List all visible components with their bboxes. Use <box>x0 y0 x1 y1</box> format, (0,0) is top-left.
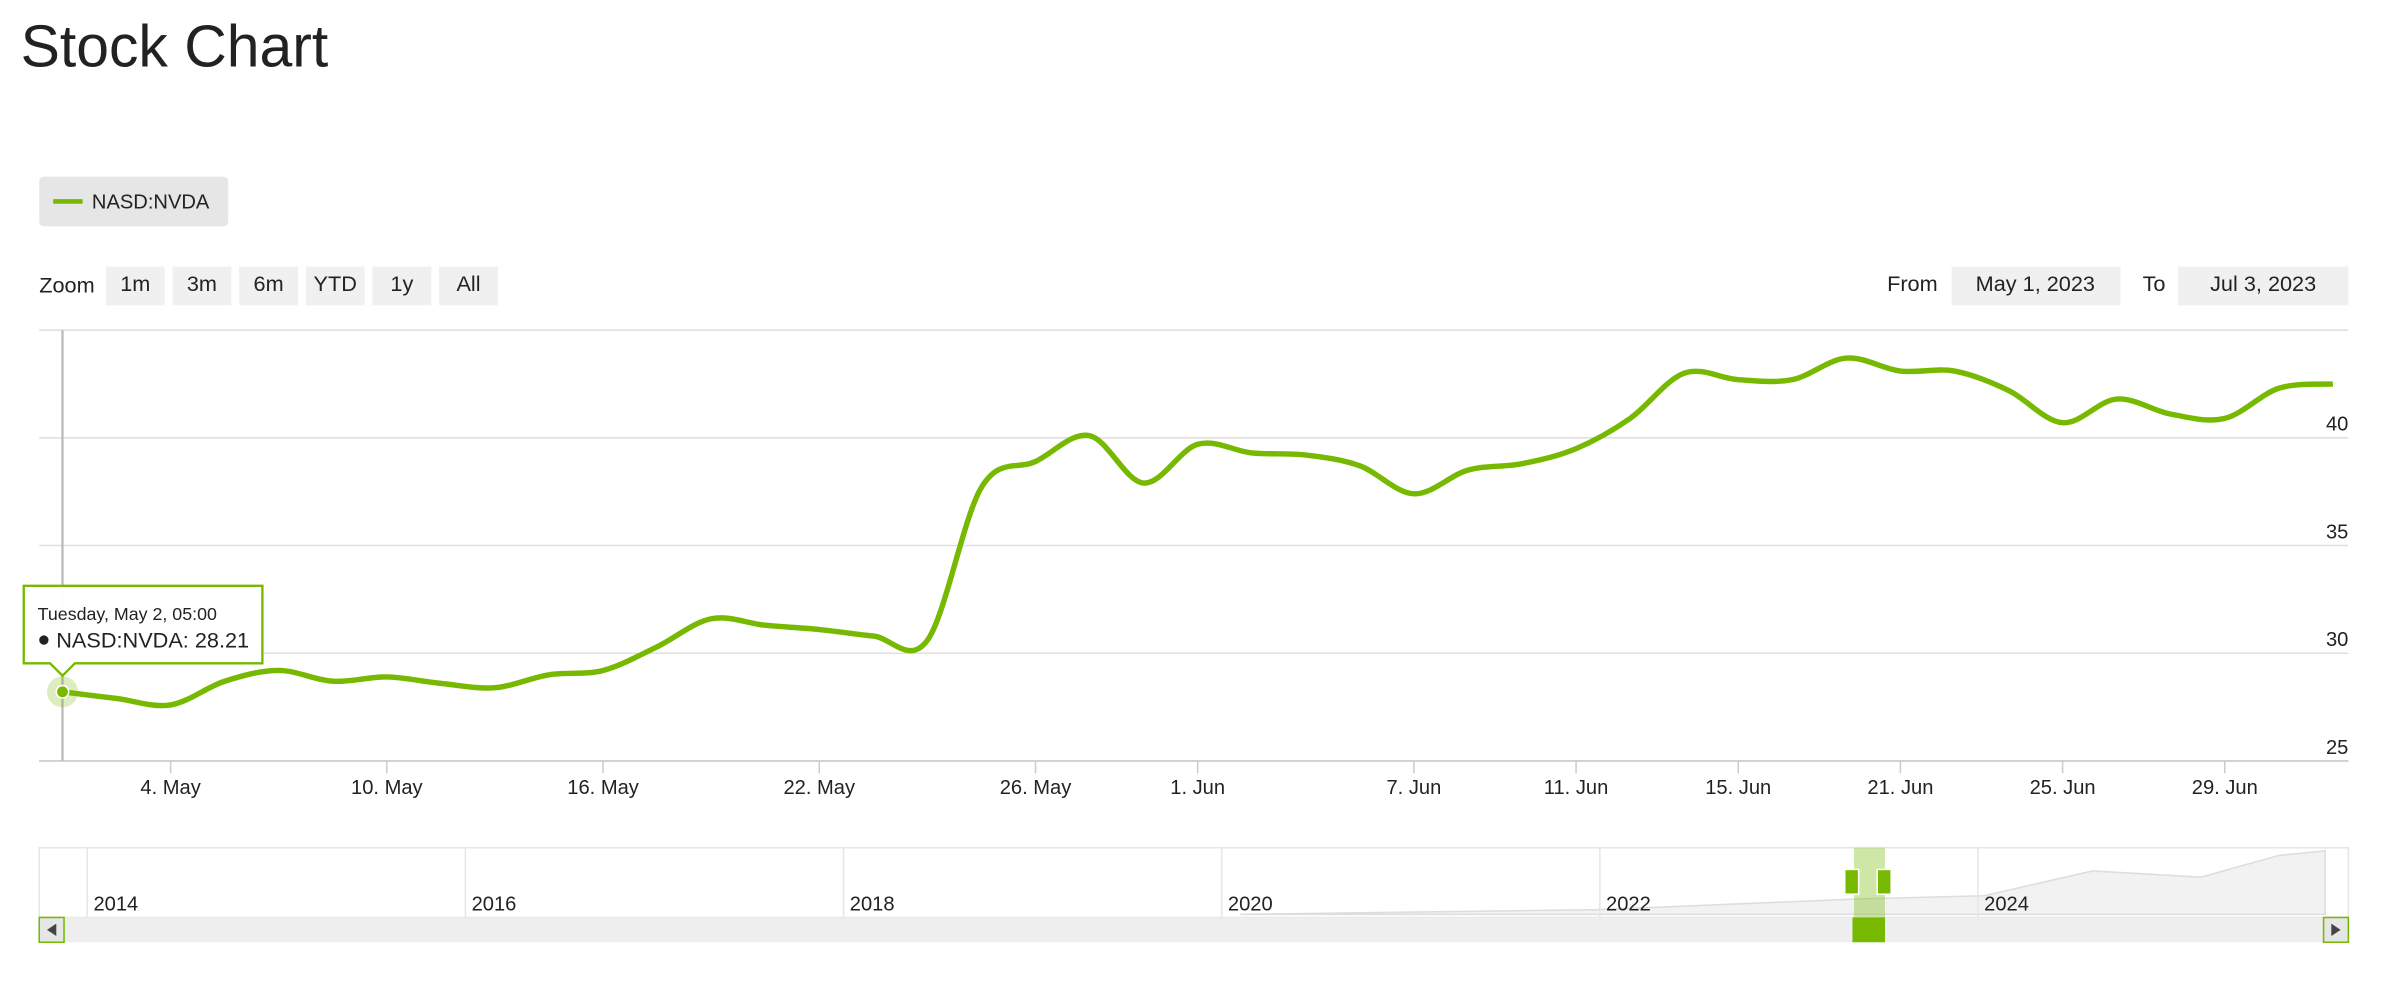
zoom-button-label[interactable]: YTD <box>314 271 357 296</box>
zoom-button-label[interactable]: 6m <box>254 271 284 296</box>
navigator-year: 2016 <box>472 893 517 915</box>
zoom-label: Zoom <box>39 272 94 297</box>
scroll-left-arrow <box>46 923 57 937</box>
from-input[interactable] <box>1951 266 2121 306</box>
navigator-year: 2024 <box>1984 893 2029 915</box>
zoom-button-label[interactable]: 1m <box>120 271 150 296</box>
tooltip-header: Tuesday, May 2, 05:00 <box>38 604 217 624</box>
y-tick-label: 35 <box>2326 521 2348 543</box>
page-title: Stock Chart <box>21 15 329 80</box>
tooltip-box <box>22 584 264 678</box>
from-label: From <box>1887 271 1938 296</box>
x-tick-label: 1. Jun <box>1170 777 1225 799</box>
zoom-button-label[interactable]: 3m <box>187 271 217 296</box>
x-tick-label: 29. Jun <box>2192 777 2258 799</box>
navigator-year: 2018 <box>850 893 895 915</box>
navigator-year: 2022 <box>1606 893 1651 915</box>
x-tick-label: 16. May <box>567 777 640 799</box>
zoom-button[interactable] <box>305 266 365 306</box>
x-tick-label: 22. May <box>783 777 856 799</box>
navigator-year: 2014 <box>93 893 138 915</box>
navigator-handle[interactable] <box>1876 868 1892 895</box>
zoom-button[interactable] <box>239 266 299 306</box>
zoom-button-label[interactable]: 1y <box>390 271 413 296</box>
to-value[interactable]: Jul 3, 2023 <box>2210 271 2316 296</box>
legend-label[interactable]: NASD:NVDA <box>92 191 210 213</box>
navigator-handle[interactable] <box>1843 868 1860 895</box>
zoom-button[interactable] <box>105 266 165 306</box>
price-line <box>62 355 2334 709</box>
scroll-right-arrow <box>2331 923 2341 937</box>
hover-point <box>55 684 70 699</box>
y-tick-label: 40 <box>2326 414 2348 436</box>
x-tick-label: 21. Jun <box>1867 777 1933 799</box>
navigator-year: 2020 <box>1228 893 1273 915</box>
from-value[interactable]: May 1, 2023 <box>1976 271 2095 296</box>
legend[interactable]: NASD:NVDA <box>39 176 229 227</box>
navigator: 2014 2016 2018 2020 2022 2024 <box>38 846 2350 944</box>
x-tick-label: 11. Jun <box>1544 777 1609 799</box>
y-tick-label: 25 <box>2326 737 2348 759</box>
x-tick-label: 15. Jun <box>1705 777 1771 799</box>
x-tick-label: 10. May <box>351 777 424 799</box>
tooltip-bullet <box>39 635 49 645</box>
tooltip-text: NASD:NVDA: 28.21 <box>56 627 249 652</box>
to-label: To <box>2143 271 2166 296</box>
scrollbar-track[interactable] <box>39 917 2349 943</box>
x-tick-label: 4. May <box>140 777 201 799</box>
to-input[interactable] <box>2177 266 2349 306</box>
zoom-button[interactable] <box>172 266 232 306</box>
x-tick-label: 26. May <box>1000 777 1073 799</box>
zoom-button[interactable] <box>439 266 498 306</box>
x-tick-label: 7. Jun <box>1386 777 1441 799</box>
scrollbar-thumb[interactable] <box>1852 917 1885 943</box>
legend-box[interactable] <box>39 176 229 227</box>
zoom-button[interactable] <box>372 266 432 306</box>
y-tick-label: 30 <box>2326 629 2348 651</box>
zoom-button-label[interactable]: All <box>456 271 480 296</box>
x-tick-label: 25. Jun <box>2030 777 2096 799</box>
navigator-series <box>1240 849 2326 916</box>
